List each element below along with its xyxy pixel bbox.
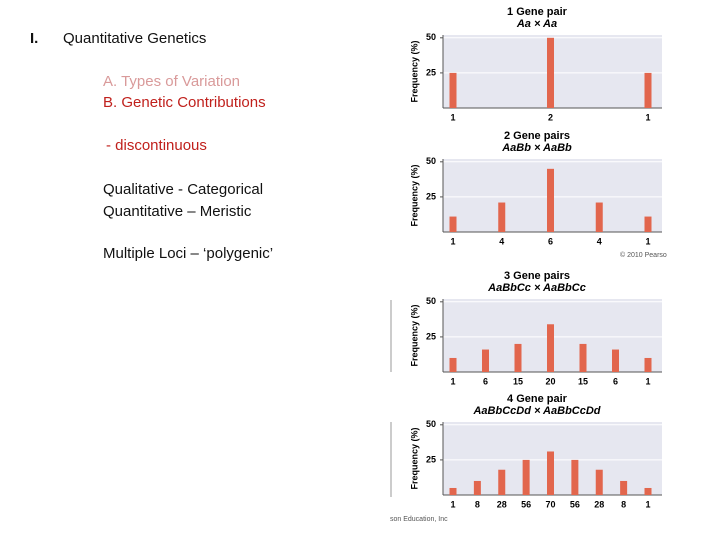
x-tick-label: 8 (621, 499, 626, 509)
x-tick-label: 8 (475, 499, 480, 509)
x-tick-label: 15 (578, 376, 588, 386)
bar (595, 202, 603, 232)
y-tick-label: 25 (426, 331, 436, 341)
chart-subtitle: Aa × Aa (516, 18, 557, 30)
y-axis-label: Frequency (%) (409, 304, 419, 366)
bar (514, 343, 522, 372)
x-tick-label: 28 (594, 499, 604, 509)
x-tick-label: 1 (645, 376, 650, 386)
text-line: Qualitative - Categorical (103, 181, 264, 198)
x-tick-label: 6 (613, 376, 618, 386)
x-tick-label: 1 (645, 112, 650, 122)
chart-title: 4 Gene pair (507, 393, 568, 405)
bar (547, 324, 554, 372)
bar (449, 487, 457, 495)
x-tick-label: 1 (450, 376, 455, 386)
bar (644, 357, 652, 372)
x-tick-label: 20 (545, 376, 555, 386)
x-tick-label: 1 (645, 236, 650, 246)
bar (644, 72, 652, 108)
bar (498, 202, 506, 232)
numeral: I. (30, 30, 39, 47)
bar (522, 459, 530, 495)
x-tick-label: 28 (497, 499, 507, 509)
y-tick-label: 25 (426, 454, 436, 464)
x-tick-label: 15 (513, 376, 523, 386)
bar (595, 469, 603, 495)
bar (571, 459, 579, 495)
x-tick-label: 70 (545, 499, 555, 509)
bar (547, 451, 554, 495)
x-tick-label: 56 (570, 499, 580, 509)
y-axis-label: Frequency (%) (409, 40, 419, 102)
y-axis-label: Frequency (%) (409, 427, 419, 489)
bar (449, 357, 457, 372)
x-tick-label: 2 (548, 112, 553, 122)
y-tick-label: 50 (426, 32, 436, 42)
text-line: Multiple Loci – ‘polygenic’ (103, 245, 274, 262)
bar (547, 37, 554, 108)
chart-subtitle: AaBbCc × AaBbCc (487, 282, 586, 294)
y-tick-label: 25 (426, 67, 436, 77)
bar (473, 480, 481, 495)
x-tick-label: 1 (645, 499, 650, 509)
bar (498, 469, 506, 495)
y-tick-label: 25 (426, 191, 436, 201)
bar (547, 168, 554, 232)
bar (612, 349, 619, 372)
y-tick-label: 50 (426, 419, 436, 429)
chart-title: 2 Gene pairs (504, 130, 570, 142)
item-a: A. Types of Variation (103, 73, 241, 90)
x-tick-label: 1 (450, 112, 455, 122)
bar (482, 349, 489, 372)
chart-title: 1 Gene pair (507, 6, 568, 18)
x-tick-label: 1 (450, 499, 455, 509)
heading: Quantitative Genetics (63, 30, 207, 47)
y-tick-label: 50 (426, 156, 436, 166)
bar (579, 343, 587, 372)
x-tick-label: 1 (450, 236, 455, 246)
chart-subtitle: AaBbCcDd × AaBbCcDd (472, 405, 600, 417)
y-axis-label: Frequency (%) (409, 164, 419, 226)
text-line: Quantitative – Meristic (103, 203, 252, 220)
bar (620, 480, 628, 495)
x-tick-label: 6 (483, 376, 488, 386)
x-tick-label: 56 (521, 499, 531, 509)
chart-title: 3 Gene pairs (504, 270, 570, 282)
chart-subtitle: AaBb × AaBb (501, 142, 572, 154)
x-tick-label: 4 (597, 236, 602, 246)
bar (644, 216, 652, 232)
y-tick-label: 50 (426, 296, 436, 306)
x-tick-label: 4 (499, 236, 504, 246)
bar (644, 487, 652, 495)
credit: son Education, Inc (390, 516, 448, 523)
item-b: B. Genetic Contributions (103, 94, 266, 111)
bar (449, 216, 457, 232)
sub-item: - discontinuous (106, 137, 207, 154)
credit: © 2010 Pearso (620, 251, 667, 259)
x-tick-label: 6 (548, 236, 553, 246)
bar (449, 72, 457, 108)
